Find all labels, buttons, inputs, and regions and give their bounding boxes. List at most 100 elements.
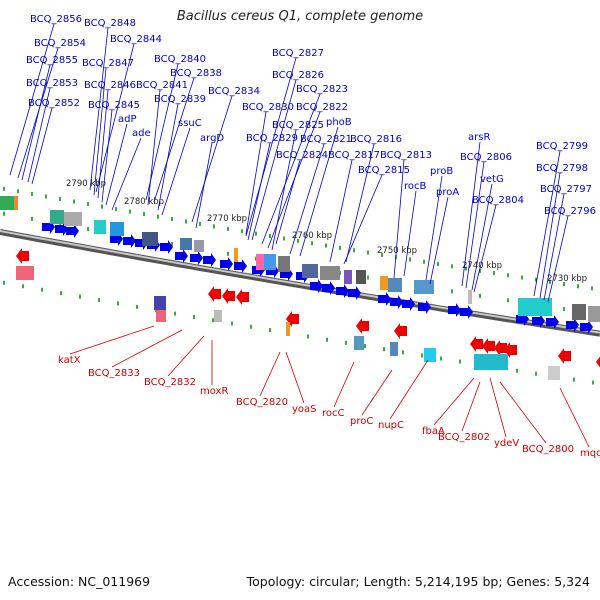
gene-feature-block[interactable] (414, 280, 434, 294)
forward-gene-label[interactable]: BCQ_2838 (170, 68, 222, 79)
forward-gene-label[interactable]: BCQ_2817 (328, 150, 380, 161)
forward-gene-label[interactable]: BCQ_2796 (544, 206, 596, 217)
forward-gene-label[interactable]: vetG (480, 174, 504, 185)
forward-gene-arrow[interactable] (220, 257, 233, 271)
reverse-gene-arrow[interactable] (16, 248, 29, 264)
reverse-gene-arrow[interactable] (208, 286, 221, 302)
gene-feature-block[interactable] (0, 196, 14, 210)
gene-feature-block[interactable] (344, 270, 352, 284)
gene-feature-block[interactable] (16, 266, 34, 280)
forward-gene-label[interactable]: BCQ_2815 (358, 165, 410, 176)
gene-feature-block[interactable] (156, 310, 166, 322)
forward-gene-label[interactable]: BCQ_2813 (380, 150, 432, 161)
forward-gene-label[interactable]: arsR (468, 132, 490, 143)
gene-feature-block[interactable] (388, 278, 402, 292)
forward-gene-label[interactable]: BCQ_2799 (536, 141, 588, 152)
gene-feature-block[interactable] (50, 210, 64, 224)
gene-feature-block[interactable] (356, 270, 366, 284)
reverse-gene-label[interactable]: rocC (322, 408, 345, 419)
reverse-gene-label[interactable]: fbaA (422, 426, 445, 437)
forward-gene-label[interactable]: proB (430, 166, 453, 177)
forward-gene-label[interactable]: ade (132, 128, 151, 139)
forward-gene-arrow[interactable] (203, 253, 216, 267)
forward-gene-arrow[interactable] (448, 303, 461, 317)
reverse-gene-arrow[interactable] (494, 340, 507, 356)
forward-gene-label[interactable]: BCQ_2829 (246, 133, 298, 144)
forward-gene-arrow[interactable] (566, 318, 579, 332)
forward-gene-label[interactable]: BCQ_2824 (276, 150, 328, 161)
forward-gene-label[interactable]: argD (200, 133, 224, 144)
forward-gene-label[interactable]: BCQ_2839 (154, 94, 206, 105)
gene-feature-block[interactable] (180, 238, 192, 250)
forward-gene-arrow[interactable] (336, 284, 349, 298)
forward-gene-arrow[interactable] (123, 234, 136, 248)
forward-gene-arrow[interactable] (460, 305, 473, 319)
forward-gene-arrow[interactable] (190, 251, 203, 265)
forward-gene-arrow[interactable] (580, 320, 593, 334)
gene-feature-block[interactable] (64, 212, 82, 226)
reverse-gene-label[interactable]: mqo (580, 448, 600, 459)
forward-gene-arrow[interactable] (390, 295, 403, 309)
reverse-gene-arrow[interactable] (222, 288, 235, 304)
forward-gene-arrow[interactable] (66, 224, 79, 238)
forward-gene-label[interactable]: BCQ_2840 (154, 54, 206, 65)
reverse-gene-label[interactable]: BCQ_2833 (88, 368, 140, 379)
reverse-gene-label[interactable]: yoaS (292, 404, 317, 415)
forward-gene-label[interactable]: BCQ_2834 (208, 86, 260, 97)
forward-gene-arrow[interactable] (322, 281, 335, 295)
gene-feature-block[interactable] (110, 222, 124, 236)
forward-gene-label[interactable]: BCQ_2844 (110, 34, 162, 45)
reverse-gene-label[interactable]: nupC (378, 420, 404, 431)
forward-gene-label[interactable]: rocB (404, 181, 427, 192)
gene-feature-block[interactable] (474, 354, 508, 370)
forward-gene-label[interactable]: proA (436, 187, 459, 198)
gene-feature-block[interactable] (214, 310, 222, 322)
forward-gene-arrow[interactable] (234, 259, 247, 273)
gene-feature-block[interactable] (572, 304, 586, 320)
forward-gene-label[interactable]: BCQ_2852 (28, 98, 80, 109)
gene-feature-block[interactable] (424, 348, 436, 362)
forward-gene-arrow[interactable] (402, 297, 415, 311)
forward-gene-label[interactable]: BCQ_2856 (30, 14, 82, 25)
gene-feature-block[interactable] (94, 220, 106, 234)
gene-feature-block[interactable] (286, 322, 290, 336)
reverse-gene-label[interactable]: moxR (200, 386, 228, 397)
reverse-gene-arrow[interactable] (236, 289, 249, 305)
forward-gene-arrow[interactable] (546, 315, 559, 329)
reverse-gene-arrow[interactable] (394, 323, 407, 339)
forward-gene-label[interactable]: BCQ_2797 (540, 184, 592, 195)
forward-gene-label[interactable]: BCQ_2827 (272, 48, 324, 59)
gene-feature-block[interactable] (588, 306, 600, 322)
gene-feature-block[interactable] (548, 366, 560, 380)
reverse-gene-arrow[interactable] (596, 354, 600, 370)
forward-gene-label[interactable]: BCQ_2826 (272, 70, 324, 81)
forward-gene-label[interactable]: BCQ_2853 (26, 78, 78, 89)
gene-feature-block[interactable] (380, 276, 388, 290)
reverse-gene-arrow[interactable] (356, 318, 369, 334)
forward-gene-arrow[interactable] (418, 300, 431, 314)
reverse-gene-label[interactable]: BCQ_2800 (522, 444, 574, 455)
reverse-gene-label[interactable]: katX (58, 355, 81, 366)
gene-feature-block[interactable] (354, 336, 364, 350)
gene-feature-block[interactable] (234, 248, 238, 262)
forward-gene-label[interactable]: ssuC (178, 118, 202, 129)
gene-feature-block[interactable] (518, 298, 552, 316)
forward-gene-label[interactable]: BCQ_2806 (460, 152, 512, 163)
forward-gene-label[interactable]: BCQ_2822 (296, 102, 348, 113)
reverse-gene-arrow[interactable] (482, 338, 495, 354)
forward-gene-label[interactable]: BCQ_2821 (300, 134, 352, 145)
reverse-gene-label[interactable]: ydeV (494, 438, 519, 449)
forward-gene-label[interactable]: BCQ_2855 (26, 55, 78, 66)
forward-gene-arrow[interactable] (378, 292, 391, 306)
forward-gene-label[interactable]: BCQ_2845 (88, 100, 140, 111)
forward-gene-label[interactable]: BCQ_2841 (136, 80, 188, 91)
gene-feature-block[interactable] (278, 256, 290, 272)
forward-gene-label[interactable]: BCQ_2830 (242, 102, 294, 113)
gene-feature-block[interactable] (264, 254, 276, 270)
forward-gene-arrow[interactable] (175, 249, 188, 263)
gene-feature-block[interactable] (142, 232, 158, 246)
reverse-gene-label[interactable]: proC (350, 416, 373, 427)
forward-gene-label[interactable]: BCQ_2823 (296, 84, 348, 95)
forward-gene-label[interactable]: BCQ_2804 (472, 195, 524, 206)
gene-feature-block[interactable] (390, 342, 398, 356)
